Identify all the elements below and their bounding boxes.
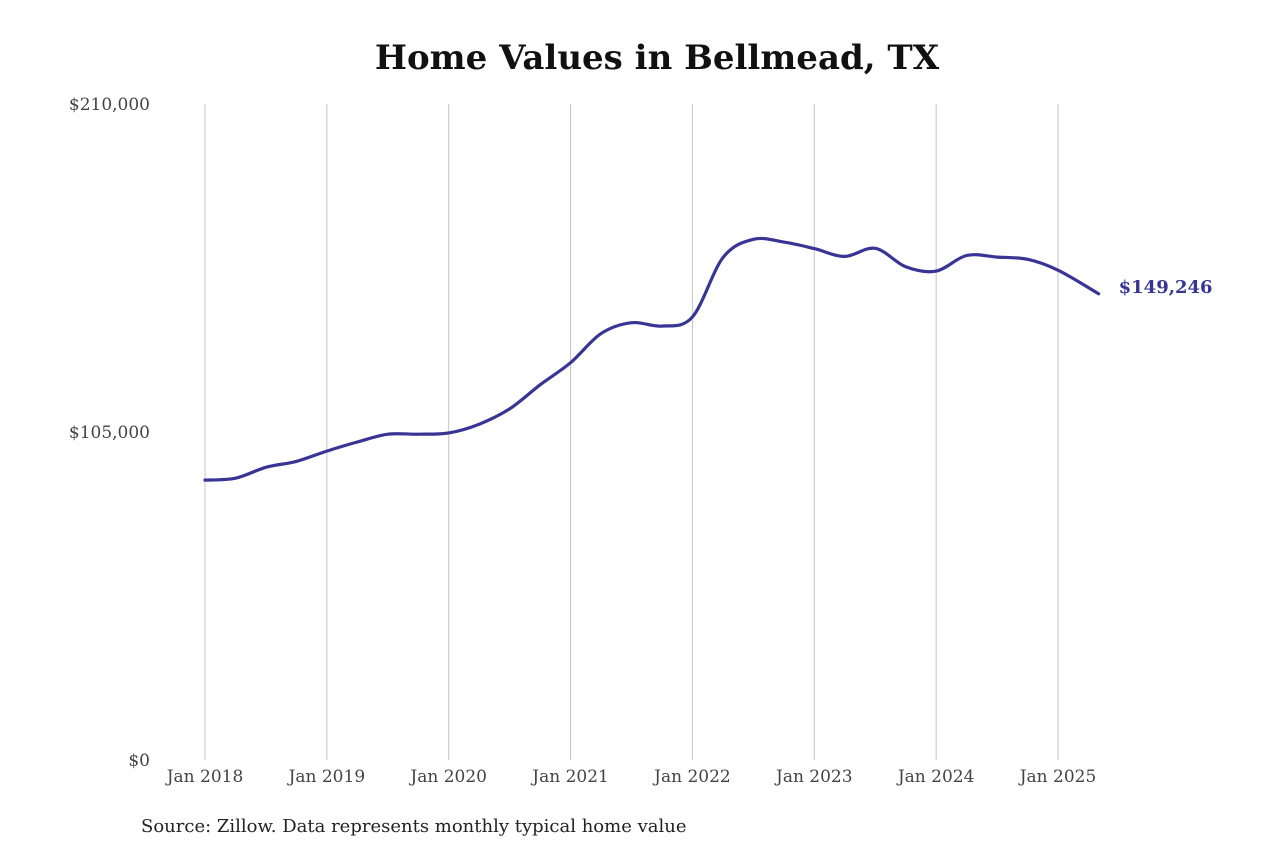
x-tick-label: Jan 2020 xyxy=(408,767,487,787)
x-tick-label: Jan 2023 xyxy=(774,767,853,787)
x-tick-label: Jan 2024 xyxy=(896,767,975,787)
x-tick-label: Jan 2018 xyxy=(165,767,244,787)
x-tick-label: Jan 2019 xyxy=(287,767,366,787)
x-tick-label: Jan 2025 xyxy=(1018,767,1097,787)
gridlines xyxy=(204,104,1059,760)
y-axis-ticks: $0 $105,000 $210,000 xyxy=(69,95,150,771)
x-tick-label: Jan 2022 xyxy=(652,767,731,787)
series-layer xyxy=(203,236,1101,482)
data-labels: $149,246 xyxy=(1119,277,1213,298)
x-tick-label: Jan 2021 xyxy=(530,767,609,787)
series-line xyxy=(203,236,1101,482)
x-axis-ticks: Jan 2018 Jan 2019 Jan 2020 Jan 2021 Jan 2022… xyxy=(165,767,1097,787)
y-tick-label: $0 xyxy=(128,751,150,771)
y-tick-label: $105,000 xyxy=(69,423,150,443)
end-value-label: $149,246 xyxy=(1119,277,1213,298)
y-tick-label: $210,000 xyxy=(69,95,150,115)
chart-title: Home Values in Bellmead, TX xyxy=(374,38,940,78)
source-note: Source: Zillow. Data represents monthly … xyxy=(141,816,687,837)
